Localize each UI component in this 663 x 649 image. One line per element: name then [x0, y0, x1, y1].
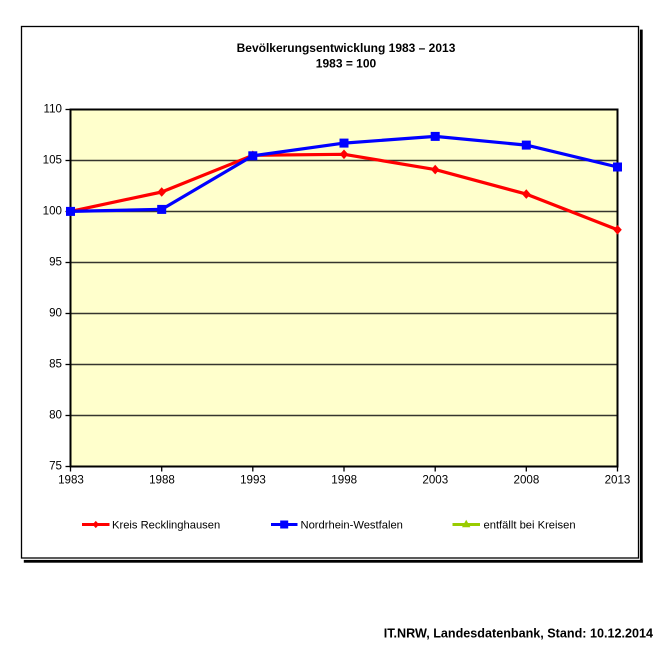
svg-text:75: 75	[49, 460, 62, 473]
svg-text:80: 80	[49, 409, 62, 422]
svg-text:1993: 1993	[240, 473, 266, 486]
svg-text:95: 95	[49, 256, 62, 269]
svg-text:2008: 2008	[514, 473, 540, 486]
svg-text:Nordrhein-Westfalen: Nordrhein-Westfalen	[301, 519, 403, 531]
svg-text:100: 100	[43, 205, 62, 218]
svg-text:110: 110	[44, 103, 62, 116]
svg-text:1998: 1998	[331, 473, 357, 486]
svg-text:1983: 1983	[58, 473, 84, 486]
svg-text:Bevölkerungsentwicklung 1983 –: Bevölkerungsentwicklung 1983 – 2013	[237, 41, 456, 55]
svg-text:IT.NRW, Landesdatenbank, Stand: IT.NRW, Landesdatenbank, Stand: 10.12.20…	[384, 626, 653, 640]
svg-text:1988: 1988	[149, 473, 175, 486]
svg-text:1983 = 100: 1983 = 100	[316, 57, 377, 71]
svg-text:Kreis Recklinghausen: Kreis Recklinghausen	[112, 519, 220, 531]
svg-text:2003: 2003	[422, 473, 448, 486]
svg-text:105: 105	[43, 154, 62, 167]
svg-text:85: 85	[49, 358, 62, 371]
svg-text:entfällt bei Kreisen: entfällt bei Kreisen	[484, 519, 576, 531]
svg-text:90: 90	[49, 307, 62, 320]
svg-text:2013: 2013	[605, 473, 631, 486]
